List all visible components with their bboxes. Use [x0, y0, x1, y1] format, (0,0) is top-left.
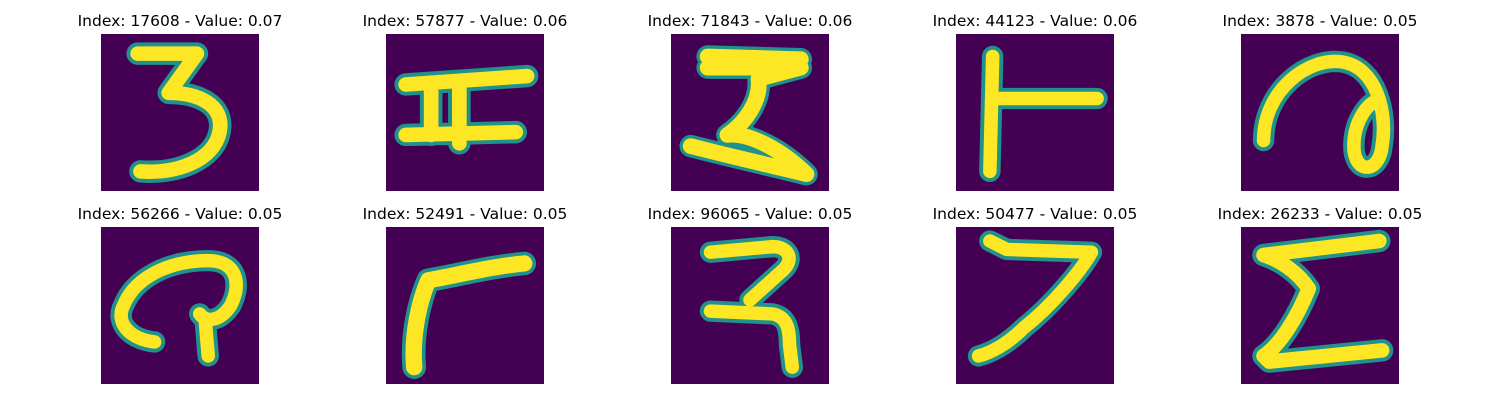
digit-image [101, 227, 259, 384]
image-panel: Index: 57877 - Value: 0.06 [355, 11, 575, 191]
panel-title: Index: 57877 - Value: 0.06 [362, 12, 568, 30]
panel-title: Index: 56266 - Value: 0.05 [77, 205, 283, 223]
digit-image [671, 34, 829, 191]
panel-title: Index: 26233 - Value: 0.05 [1217, 205, 1423, 223]
image-panel: Index: 17608 - Value: 0.07 [70, 11, 290, 191]
digit-image [671, 227, 829, 384]
image-panel: Index: 26233 - Value: 0.05 [1210, 204, 1430, 384]
image-panel: Index: 56266 - Value: 0.05 [70, 204, 290, 384]
image-panel: Index: 3878 - Value: 0.05 [1210, 11, 1430, 191]
image-panel: Index: 96065 - Value: 0.05 [640, 204, 860, 384]
digit-image [1241, 34, 1399, 191]
digit-image [386, 34, 544, 191]
digit-image [386, 227, 544, 384]
panel-title: Index: 17608 - Value: 0.07 [77, 12, 283, 30]
digit-image [101, 34, 259, 191]
digit-image [956, 227, 1114, 384]
panel-title: Index: 96065 - Value: 0.05 [647, 205, 853, 223]
panel-title: Index: 50477 - Value: 0.05 [932, 205, 1138, 223]
image-panel: Index: 52491 - Value: 0.05 [355, 204, 575, 384]
image-panel: Index: 50477 - Value: 0.05 [925, 204, 1145, 384]
panel-title: Index: 52491 - Value: 0.05 [362, 205, 568, 223]
image-panel: Index: 71843 - Value: 0.06 [640, 11, 860, 191]
digit-image [956, 34, 1114, 191]
image-panel: Index: 44123 - Value: 0.06 [925, 11, 1145, 191]
panel-title: Index: 3878 - Value: 0.05 [1222, 12, 1418, 30]
panel-title: Index: 44123 - Value: 0.06 [932, 12, 1138, 30]
panel-title: Index: 71843 - Value: 0.06 [647, 12, 853, 30]
digit-image [1241, 227, 1399, 384]
